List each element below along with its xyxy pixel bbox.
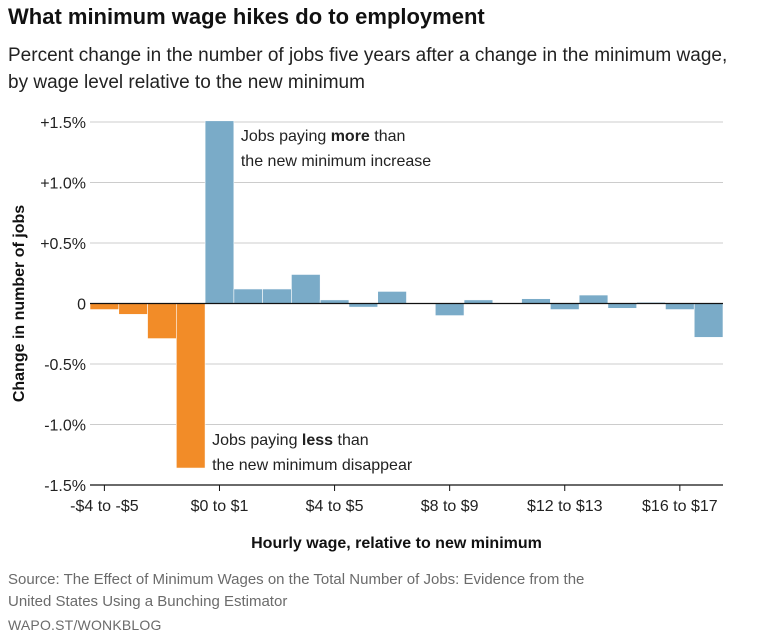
bar	[693, 303, 724, 338]
bar	[377, 291, 407, 304]
chart-subtitle: Percent change in the number of jobs fiv…	[8, 45, 728, 93]
annotation-text: than	[333, 432, 369, 449]
annotation-line: the new minimum increase	[241, 153, 431, 170]
bar	[434, 303, 465, 316]
annotation-text: Jobs paying	[212, 432, 302, 449]
annotation-text: the new minimum increase	[241, 153, 431, 170]
annotation-line: Jobs paying more than	[241, 128, 406, 145]
y-tick-label: +1.5%	[40, 115, 86, 132]
annotation-text: than	[370, 128, 406, 145]
y-axis-title: Change in number of jobs	[11, 205, 28, 402]
x-tick-label: -$4 to -$5	[70, 498, 139, 515]
x-tick-label: $4 to $5	[306, 498, 364, 515]
x-tick-label: $12 to $13	[527, 498, 603, 515]
bar	[233, 288, 263, 304]
annotation-text: Jobs paying	[241, 128, 331, 145]
y-tick-label: 0	[77, 297, 86, 314]
bar	[521, 298, 551, 304]
chart-title: What minimum wage hikes do to employment	[8, 4, 485, 29]
bar	[147, 303, 177, 339]
annotation-text: less	[302, 432, 333, 449]
bar	[262, 288, 292, 304]
annotation-line: Jobs paying less than	[212, 432, 369, 449]
x-tick-label: $16 to $17	[642, 498, 718, 515]
annotation-text: more	[331, 128, 370, 145]
bar	[118, 303, 148, 315]
labels: +1.5% +1.0% +0.5% 0 -0.5% -1.0% -1.5% -$4 to -$…	[11, 115, 718, 552]
axes	[90, 302, 723, 491]
y-tick-label: +1.0%	[40, 176, 86, 193]
annotation-text: the new minimum disappear	[212, 457, 413, 474]
bar	[578, 294, 609, 304]
bar	[607, 303, 637, 309]
bar	[550, 303, 580, 310]
y-tick-label: -0.5%	[44, 357, 86, 374]
bar	[204, 120, 235, 304]
source-note: Source: The Effect of Minimum Wages on t…	[8, 571, 585, 610]
bars	[89, 120, 724, 469]
bar	[176, 303, 206, 469]
bar	[291, 274, 321, 304]
annotation-line: the new minimum disappear	[212, 457, 413, 474]
bar	[89, 303, 120, 310]
y-tick-label: -1.5%	[44, 478, 86, 495]
x-axis-title: Hourly wage, relative to new minimum	[251, 535, 542, 552]
y-tick-label: +0.5%	[40, 236, 86, 253]
x-tick-label: $8 to $9	[421, 498, 479, 515]
x-tick-label: $0 to $1	[191, 498, 249, 515]
y-tick-label: -1.0%	[44, 418, 86, 435]
bar	[665, 303, 695, 310]
credit-line: WAPO.ST/WONKBLOG	[8, 617, 162, 633]
